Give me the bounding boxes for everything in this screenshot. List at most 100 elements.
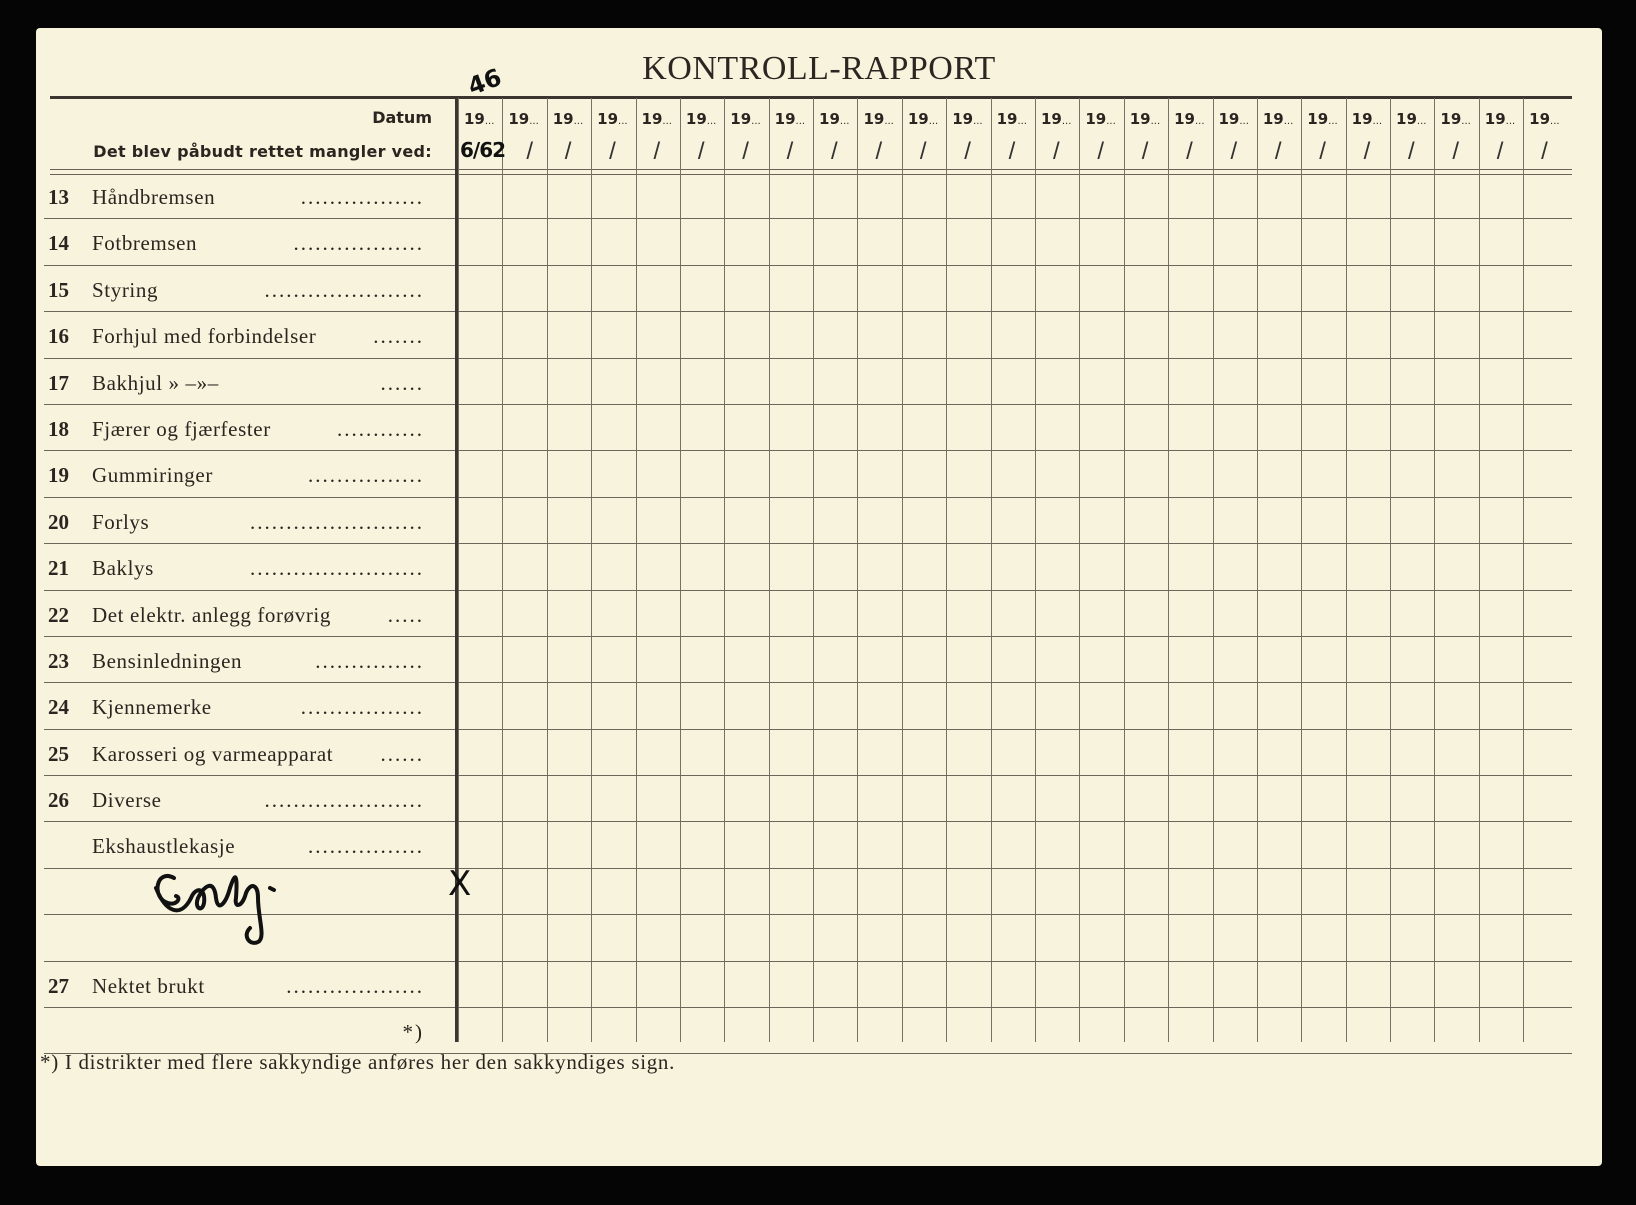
date-slash: /: [1141, 138, 1149, 165]
row-num: 21: [48, 556, 69, 581]
row-num: 17: [48, 370, 69, 395]
date-column: [1345, 98, 1347, 1042]
row-text: Forhjul med forbindelser.......: [92, 324, 424, 349]
row-num: 14: [48, 231, 69, 256]
row-num: 27: [48, 973, 69, 998]
row-text: Forlys........................: [92, 510, 424, 535]
row-label: Nektet brukt: [92, 973, 205, 998]
inspection-row: 27 Nektet brukt...................: [44, 962, 1572, 1009]
year-header: 19...: [1440, 110, 1471, 128]
inspection-row: 26 Diverse......................: [44, 776, 1572, 823]
date-column: [1212, 98, 1214, 1042]
row-dots: ......................: [264, 788, 424, 813]
row-num: 19: [48, 463, 69, 488]
row-dots: ........................: [250, 509, 424, 534]
date-slash: /: [742, 138, 749, 165]
date-slash: /: [1230, 138, 1238, 165]
date-column: [768, 98, 770, 1042]
date-slash: /: [697, 138, 705, 165]
date-column: [502, 98, 504, 1042]
row-label: Bakhjul » –»–: [92, 370, 219, 395]
date-column: [1256, 98, 1258, 1042]
date-column: [546, 98, 548, 1042]
inspection-items: 13 Håndbremsen................. 14 Fotbrems…: [44, 173, 1572, 1055]
row-text: Gummiringer................: [92, 463, 424, 488]
date-column: [635, 98, 637, 1042]
date-column: [990, 98, 992, 1042]
date-slash: /: [1186, 138, 1193, 165]
row-dots: .......: [373, 324, 424, 349]
header-divider: [50, 169, 1572, 175]
date-slash: /: [1408, 138, 1415, 165]
row-num: 24: [48, 695, 69, 720]
date-slash: /: [1052, 138, 1060, 165]
date-slash: /: [1008, 138, 1016, 165]
inspection-row: 25 Karosseri og varmeapparat......: [44, 730, 1572, 777]
date-column: [813, 98, 815, 1042]
inspection-row: 20 Forlys........................: [44, 498, 1572, 545]
inspection-row: 15 Styring......................: [44, 266, 1572, 313]
row-label: Fotbremsen: [92, 231, 198, 256]
year-header: 19...: [996, 110, 1027, 128]
row-label: Det elektr. anlegg forøvrig: [92, 602, 331, 627]
row-dots: ..................: [293, 231, 424, 256]
row-num: 25: [48, 741, 69, 766]
date-column: [1079, 98, 1081, 1042]
row-dots: ........................: [250, 556, 424, 581]
date-column: [1434, 98, 1436, 1042]
control-report-card: KONTROLL-RAPPORT Datum Det blev påbudt r…: [36, 28, 1602, 1166]
row-dots: ......: [380, 370, 424, 395]
year-header: 19...: [1262, 110, 1294, 128]
row-label: Forlys: [92, 509, 150, 534]
date-slash: /: [1274, 138, 1282, 165]
date-column: [1478, 98, 1480, 1042]
date-slash: /: [786, 138, 794, 165]
year-header: 19...: [1396, 110, 1427, 128]
date-slash: /: [1363, 138, 1371, 165]
mangler-label: Det blev påbudt rettet mangler ved:: [93, 142, 432, 161]
row-dots: .................: [300, 695, 424, 720]
row-label: Gummiringer: [92, 463, 213, 488]
row-text: *): [92, 1020, 424, 1045]
year-header: 19...: [597, 110, 628, 128]
row-dots: ................: [308, 463, 424, 488]
year-header: 19...: [1040, 110, 1072, 128]
row-num: 22: [48, 602, 69, 627]
year-header: 19...: [907, 110, 939, 128]
date-slash: /: [875, 138, 883, 165]
inspection-grid: 19... 19... / 19... / 19... / 19... / 19... / 19...…: [458, 98, 1572, 1042]
datum-label: Datum: [372, 108, 432, 127]
inspection-row: 17 Bakhjul » –»–......: [44, 359, 1572, 405]
handwritten-mark: X: [448, 864, 472, 904]
year-header: 19...: [1484, 110, 1516, 128]
row-label: Ekshaustlekasje: [92, 834, 236, 859]
row-text: Diverse......................: [92, 788, 424, 813]
year-header: 19...: [641, 110, 672, 128]
year-header: 19...: [1218, 110, 1249, 128]
date-slash: /: [1452, 138, 1460, 165]
year-header: 19...: [952, 110, 983, 128]
date-column: [857, 98, 859, 1042]
date-column: [1123, 98, 1125, 1042]
date-slash: /: [1097, 138, 1105, 165]
row-text: Bakhjul » –»–......: [92, 371, 424, 396]
row-label: Diverse: [92, 788, 162, 813]
signature: [154, 874, 276, 945]
year-header: 19...: [1129, 110, 1161, 128]
inspection-row: 13 Håndbremsen.................: [44, 173, 1572, 220]
year-header: 19...: [1529, 110, 1560, 128]
date-column: [901, 98, 903, 1042]
row-text: Bensinledningen...............: [92, 649, 424, 674]
date-slash: /: [964, 138, 971, 165]
date-column: [679, 98, 681, 1042]
row-label: Kjennemerke: [92, 695, 212, 720]
row-dots: ............: [337, 416, 424, 441]
year-header: 19...: [1307, 110, 1338, 128]
row-text: Nektet brukt...................: [92, 974, 424, 999]
row-label: Styring: [92, 277, 159, 302]
inspection-row: 14 Fotbremsen..................: [44, 219, 1572, 266]
row-text: Baklys........................: [92, 556, 424, 581]
date-column: [1390, 98, 1392, 1042]
row-dots: ...................: [286, 973, 424, 998]
year-header: 19...: [774, 110, 806, 128]
